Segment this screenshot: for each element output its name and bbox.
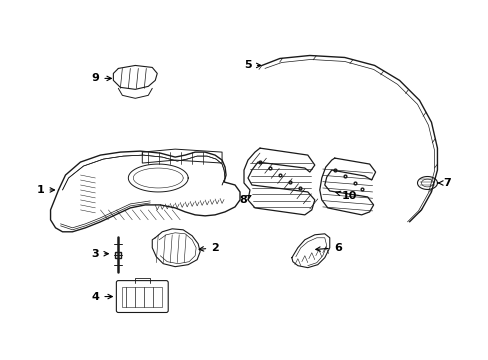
Text: 2: 2 xyxy=(199,243,219,253)
Text: 7: 7 xyxy=(437,178,450,188)
Text: 5: 5 xyxy=(244,60,261,71)
Text: 9: 9 xyxy=(91,73,111,84)
Text: 1: 1 xyxy=(37,185,54,195)
Bar xyxy=(122,287,162,306)
Text: 4: 4 xyxy=(91,292,112,302)
Text: 3: 3 xyxy=(91,249,108,259)
Text: 10: 10 xyxy=(335,191,357,201)
Text: 6: 6 xyxy=(315,243,341,253)
Text: 8: 8 xyxy=(239,195,250,205)
